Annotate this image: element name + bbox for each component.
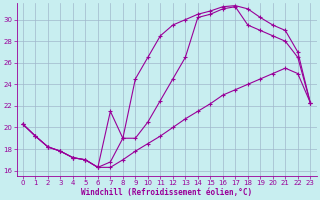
- X-axis label: Windchill (Refroidissement éolien,°C): Windchill (Refroidissement éolien,°C): [81, 188, 252, 197]
